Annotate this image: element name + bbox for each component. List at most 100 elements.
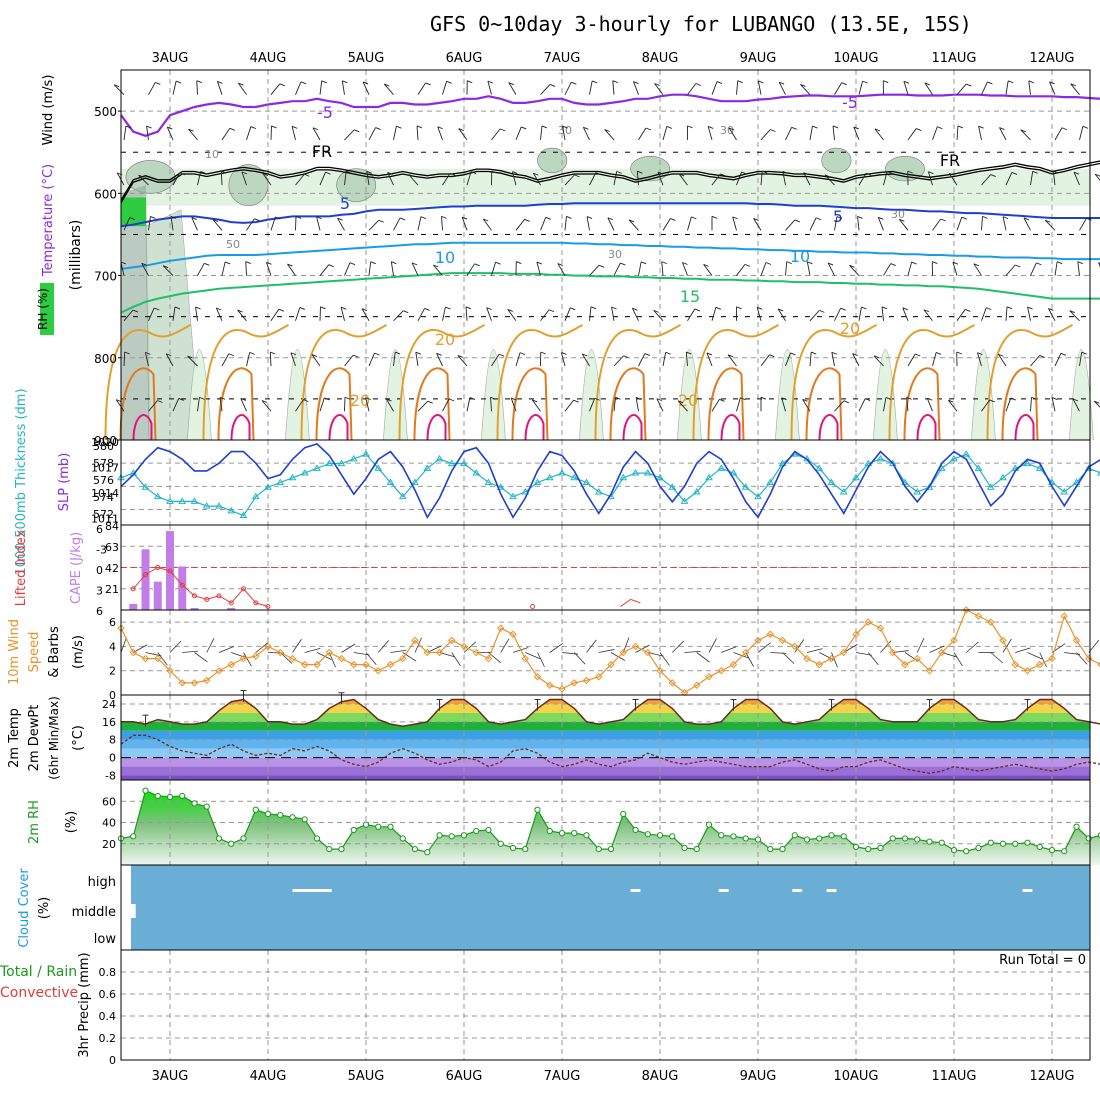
- wind10-barb: [770, 653, 786, 654]
- rh2m-point: [755, 837, 760, 842]
- wind-barb-flag: [403, 311, 408, 313]
- top-day-label: 11AUG: [931, 51, 976, 66]
- wind-barb: [418, 308, 425, 320]
- contour-label: 10: [435, 248, 455, 267]
- rh2m-point: [1062, 849, 1067, 854]
- rh2m-point: [951, 848, 956, 853]
- precip-tick-label: 0.4: [99, 1010, 117, 1023]
- rh2m-point: [535, 807, 540, 812]
- wind-barb: [369, 262, 371, 276]
- y-tick-label: 600: [94, 187, 117, 201]
- wind-barb: [810, 352, 811, 366]
- side-label-rh2m-units: (%): [64, 811, 79, 834]
- contour-30: [722, 415, 740, 440]
- wind10-barb: [550, 643, 563, 652]
- wind-barb-flag: [795, 220, 800, 222]
- wind10-barb: [1015, 648, 1030, 653]
- rh2m-point: [731, 834, 736, 839]
- wind-barb: [1024, 218, 1031, 230]
- temp-tick-label: 0: [109, 752, 116, 765]
- wind-barb: [516, 219, 525, 230]
- rh2m-point: [547, 828, 552, 833]
- wind-barb-flag: [320, 307, 325, 309]
- wind-barb-flag: [932, 262, 937, 264]
- rh2m-point: [167, 794, 172, 799]
- side-label-wind10: 10m Wind: [7, 619, 22, 685]
- wind10-barb: [538, 653, 545, 667]
- rh2m-point: [523, 846, 528, 851]
- rh2m-point: [939, 840, 944, 845]
- wind-barb: [541, 84, 551, 94]
- wind-barb-flag: [861, 307, 866, 309]
- temp-band: [121, 731, 1090, 740]
- wind-barb: [663, 218, 670, 230]
- wind-barb-flag: [254, 219, 259, 221]
- rh2m-point: [486, 827, 491, 832]
- wind-barb-flag: [987, 82, 992, 84]
- rh-plume: [971, 350, 995, 440]
- wind-barb-flag: [516, 262, 521, 264]
- rh2m-point: [829, 833, 834, 838]
- li-point: [531, 604, 535, 608]
- rh2m-tick-label: 20: [102, 838, 116, 851]
- wind-barb-flag: [197, 81, 202, 83]
- side-label-wind10-units: (m/s): [71, 635, 86, 669]
- wind10-tick-label: 4: [109, 640, 116, 653]
- wind10-barb: [1003, 639, 1011, 653]
- wind-barb-flag: [279, 309, 284, 311]
- rh2m-point: [706, 822, 711, 827]
- wind-barb-flag: [883, 81, 888, 83]
- wind-barb: [979, 126, 982, 140]
- y-tick-label: 700: [94, 270, 117, 284]
- wind-barb: [247, 219, 255, 231]
- rh2m-point: [866, 846, 871, 851]
- bottom-day-label: 10AUG: [833, 1069, 878, 1084]
- wind-barb: [639, 262, 642, 276]
- wind-barb: [467, 398, 470, 412]
- rh2m-point: [474, 828, 479, 833]
- side-label-rh2m: 2m RH: [27, 800, 42, 844]
- contour-30: [1016, 415, 1034, 440]
- top-day-label: 9AUG: [740, 51, 777, 66]
- wind-barb-flag: [549, 310, 554, 312]
- rh2m-point: [964, 849, 969, 854]
- wind-barb-flag: [696, 83, 701, 85]
- cape-tick-label: 42: [105, 562, 119, 575]
- wind-barb: [418, 401, 428, 411]
- rh-plume: [383, 350, 407, 440]
- contour-30: [526, 415, 544, 440]
- wind-barb: [957, 84, 966, 95]
- wind-barb-flag: [396, 126, 401, 128]
- wind-barb-flag: [550, 84, 555, 86]
- rh2m-point: [559, 831, 564, 836]
- wind-barb: [1055, 128, 1062, 140]
- wind-barb: [369, 220, 379, 230]
- wind-barb: [833, 126, 834, 140]
- wind-barb: [147, 126, 149, 140]
- wind-barb: [541, 310, 550, 321]
- wind-barb-flag: [966, 84, 971, 86]
- wind-barb: [341, 307, 344, 321]
- wind-barb: [590, 307, 591, 321]
- wind-barb-flag: [958, 126, 963, 128]
- y-tick-label: 500: [94, 105, 117, 119]
- wind-barb: [565, 216, 566, 230]
- wind-barb-flag: [1007, 307, 1012, 309]
- wind-barb: [173, 81, 176, 95]
- cape-tick-label: 21: [105, 583, 119, 596]
- wind-barb-flag: [915, 354, 920, 356]
- rh2m-point: [388, 824, 393, 829]
- contour-25: [415, 368, 450, 440]
- wind-barb: [712, 82, 717, 95]
- wind10-barb: [868, 653, 878, 665]
- wind-barb: [636, 397, 638, 411]
- wind-barb: [859, 399, 865, 412]
- wind-barb-flag: [792, 127, 797, 129]
- chart-title: GFS 0~10day 3-hourly for LUBANGO (13.5E,…: [430, 12, 972, 36]
- rh2m-point: [155, 793, 160, 798]
- temp-band: [121, 740, 1090, 749]
- contour-label: 20: [350, 391, 370, 410]
- contour-25: [219, 368, 254, 440]
- wind-barb: [247, 352, 250, 366]
- wind-barb: [832, 352, 835, 366]
